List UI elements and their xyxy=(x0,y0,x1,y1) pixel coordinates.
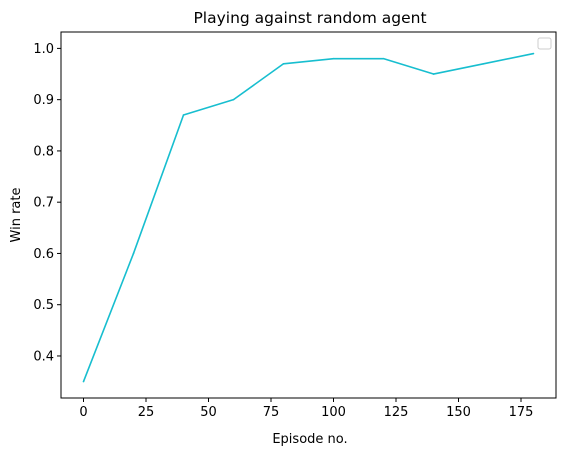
x-tick-label: 50 xyxy=(200,405,217,420)
y-axis-label: Win rate xyxy=(9,188,24,243)
x-tick-label: 75 xyxy=(263,405,280,420)
legend-box xyxy=(537,37,552,50)
data-point xyxy=(332,57,335,60)
x-tick-label: 125 xyxy=(384,405,409,420)
y-axis: 0.4 0.5 0.6 0.7 0.8 0.9 1.0 xyxy=(33,42,61,364)
x-tick-label: 175 xyxy=(509,405,534,420)
series-line xyxy=(82,52,534,382)
x-tick-label: 0 xyxy=(79,405,87,420)
data-point xyxy=(182,114,185,116)
x-axis-label: Episode no. xyxy=(272,432,347,447)
x-tick-label: 100 xyxy=(321,405,346,420)
y-tick-label: 0.4 xyxy=(33,349,54,364)
y-tick-label: 0.7 xyxy=(33,196,54,211)
data-point xyxy=(432,73,435,75)
data-point xyxy=(82,380,85,383)
data-point xyxy=(482,62,485,65)
y-tick-label: 0.5 xyxy=(33,298,54,313)
y-tick-label: 1.0 xyxy=(33,42,54,57)
data-point xyxy=(232,98,235,101)
y-tick-label: 0.6 xyxy=(33,247,54,262)
y-tick-label: 0.8 xyxy=(33,144,54,159)
x-tick-label: 25 xyxy=(138,405,155,420)
chart-title: Playing against random agent xyxy=(193,9,426,27)
x-tick-label: 150 xyxy=(446,405,471,420)
data-point xyxy=(282,62,285,65)
y-tick-label: 0.9 xyxy=(33,93,54,108)
data-point xyxy=(532,52,535,55)
plot-frame xyxy=(60,31,557,399)
series-layer xyxy=(82,52,535,383)
data-point xyxy=(382,57,385,60)
data-point xyxy=(132,252,135,255)
x-axis: 0 25 50 75 100 125 150 175 xyxy=(79,398,533,420)
